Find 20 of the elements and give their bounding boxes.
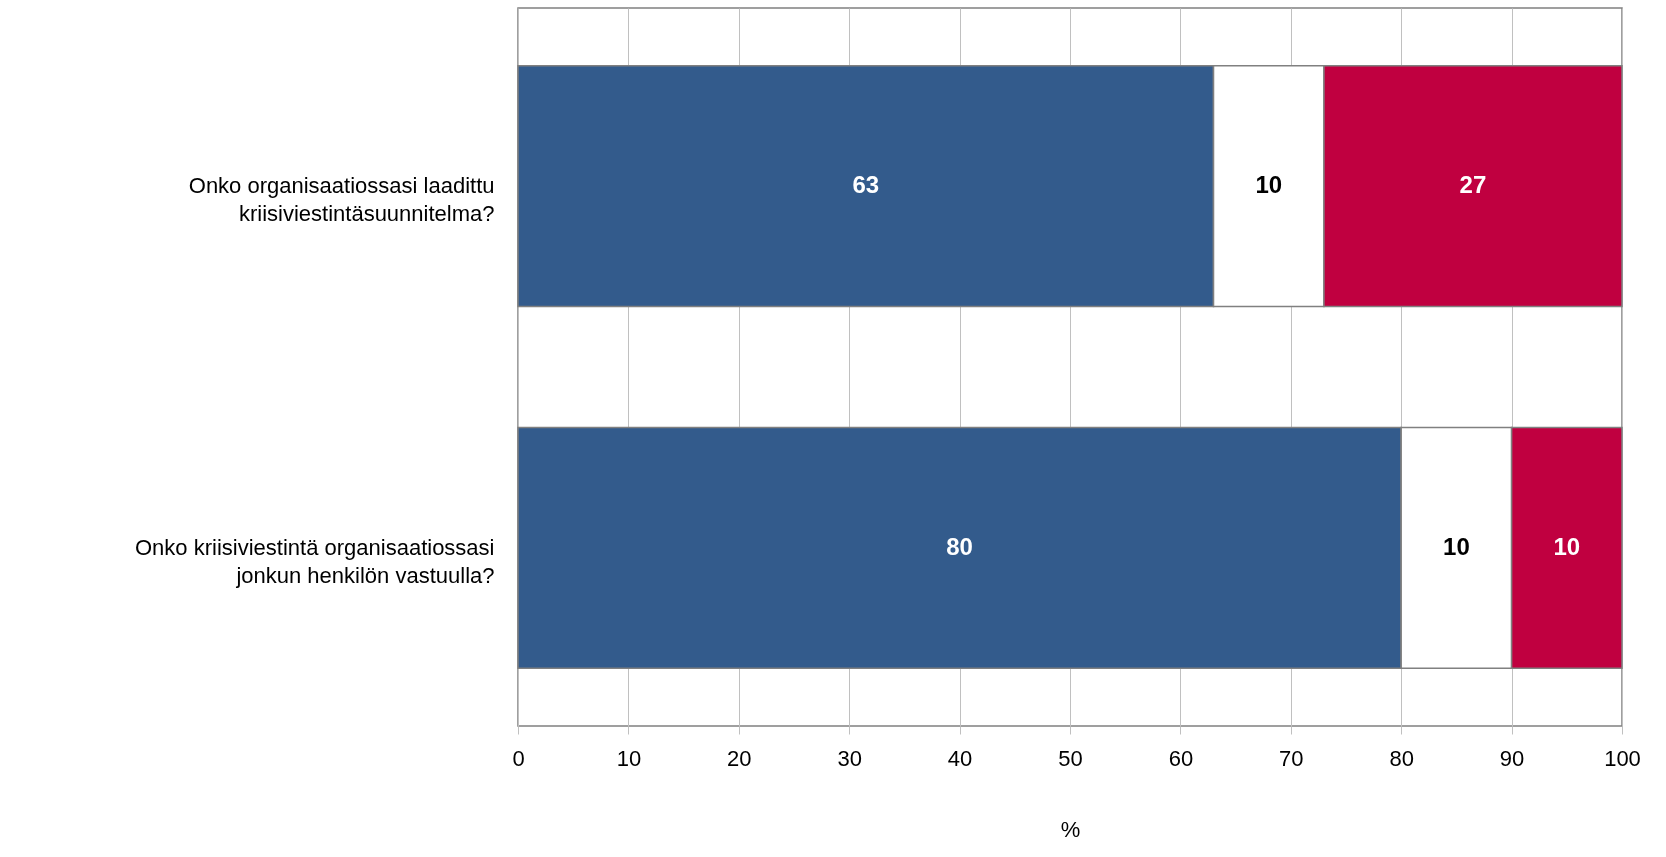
x-tick-label: 40 bbox=[947, 745, 973, 771]
x-tick-label: 0 bbox=[512, 745, 525, 771]
x-tick-label: 30 bbox=[837, 745, 862, 771]
data-label: 63 bbox=[852, 171, 880, 199]
data-label: 10 bbox=[1255, 171, 1283, 199]
data-label: 10 bbox=[1443, 532, 1470, 560]
data-label: 80 bbox=[946, 532, 973, 560]
x-tick-label: 100 bbox=[1604, 745, 1641, 771]
x-axis-title: % bbox=[1060, 816, 1081, 842]
x-tick-label: 50 bbox=[1058, 745, 1083, 771]
data-label: 10 bbox=[1553, 532, 1581, 560]
y-tick-label: Onko organisaatiossasi laadittu kriisiviestintäsuunnitelma? bbox=[188, 173, 495, 227]
x-tick-label: 70 bbox=[1279, 745, 1304, 771]
x-tick-label: 80 bbox=[1389, 745, 1414, 771]
x-tick-label: 20 bbox=[727, 745, 752, 771]
data-label: 27 bbox=[1459, 171, 1487, 199]
x-tick-label: 90 bbox=[1499, 745, 1525, 771]
x-tick-label: 60 bbox=[1168, 745, 1194, 771]
x-tick-label: 10 bbox=[616, 745, 642, 771]
y-tick-label: Onko kriisiviestintä organisaatiossasi jonkun henkilön vastuulla? bbox=[135, 534, 495, 588]
